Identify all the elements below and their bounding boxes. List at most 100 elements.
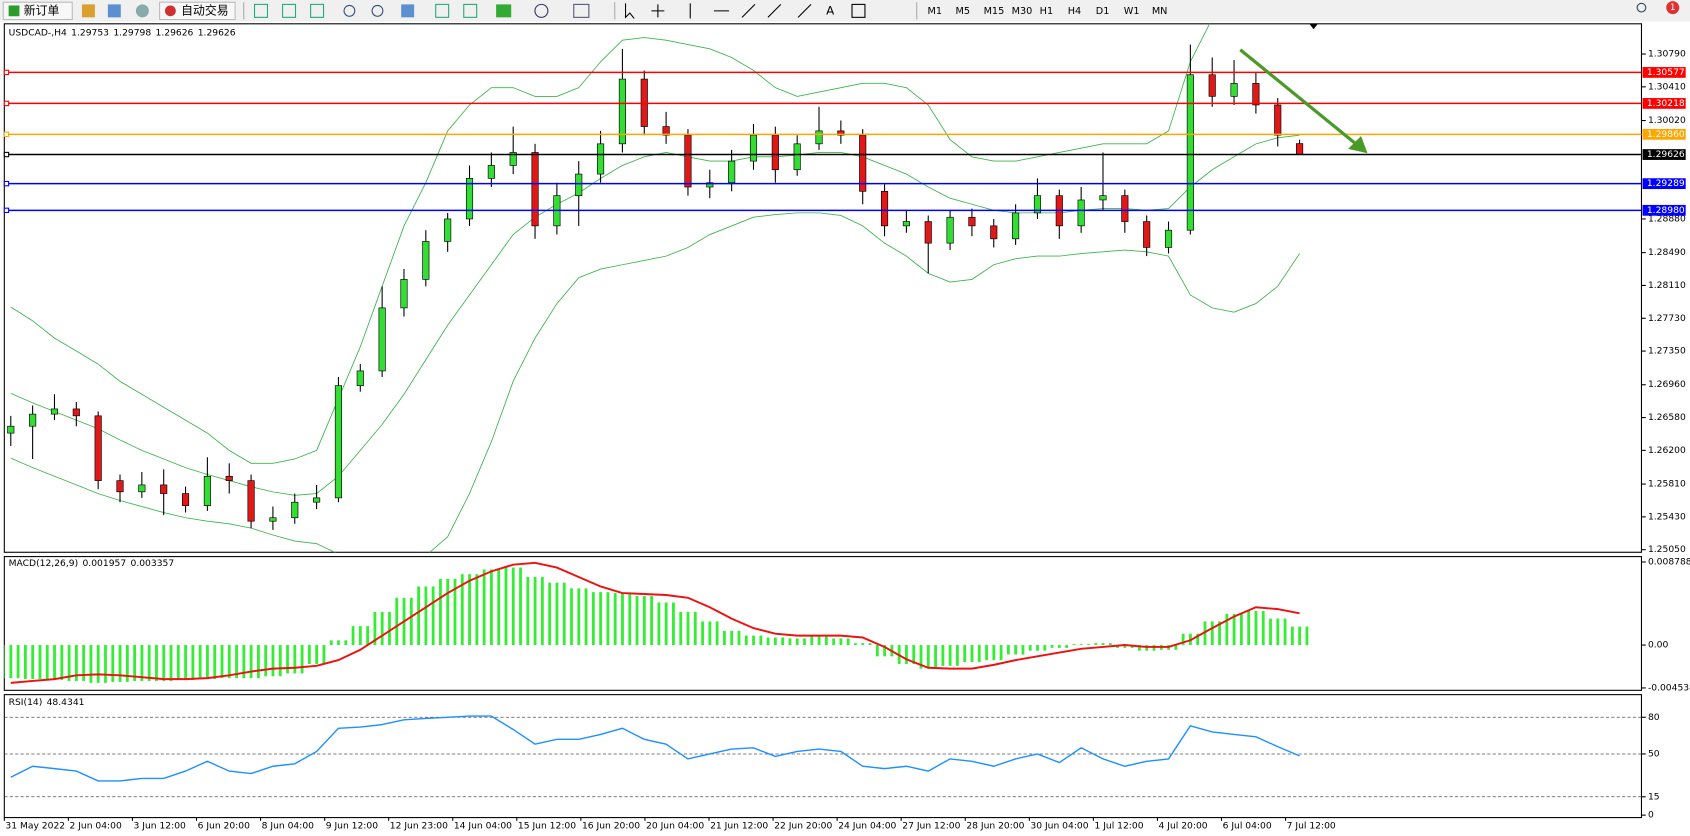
candle-body — [968, 216, 976, 227]
macd-bar — [504, 567, 508, 646]
macd-bar — [948, 645, 952, 666]
icon[interactable] — [371, 4, 384, 17]
macd-bar — [497, 569, 501, 646]
x-tick-label: 15 Jun 12:00 — [518, 821, 576, 832]
macd-bar — [155, 645, 158, 681]
price-tag-label: 1.29860 — [1647, 129, 1685, 140]
macd-bar — [9, 645, 13, 679]
notification-badge[interactable] — [1666, 1, 1680, 15]
macd-panel — [3, 556, 1643, 691]
x-tick-label: 28 Jun 20:00 — [966, 821, 1024, 832]
timeframe-button[interactable]: M30 — [1012, 6, 1033, 17]
icon[interactable] — [463, 3, 478, 18]
macd-bar — [307, 645, 311, 664]
macd-bar — [89, 645, 93, 683]
level-handle — [3, 69, 10, 76]
timeframe-button[interactable]: M15 — [984, 6, 1005, 17]
macd-bar — [664, 602, 668, 646]
macd-bar — [344, 640, 348, 646]
macd-bar — [795, 638, 799, 646]
text-tool[interactable]: A — [826, 3, 835, 17]
macd-bar — [482, 569, 486, 646]
ohlc-close: 1.29626 — [198, 27, 236, 38]
icon[interactable] — [253, 3, 269, 18]
draw-tools[interactable] — [689, 3, 812, 19]
macd-bar — [1138, 645, 1141, 651]
auto-trading-button[interactable] — [159, 1, 236, 21]
new-order-button[interactable] — [2, 1, 73, 21]
icon[interactable] — [282, 3, 297, 18]
macd-bar — [926, 645, 930, 669]
icon — [8, 5, 20, 17]
macd-bar — [1036, 645, 1039, 651]
icon[interactable] — [310, 3, 325, 18]
macd-bar — [53, 645, 56, 681]
macd-bar — [373, 611, 377, 646]
badge-count: 1 — [1670, 3, 1675, 13]
macd-bar — [533, 577, 537, 646]
auto-trading-label: 自动交易 — [181, 3, 228, 17]
cursor-tool[interactable] — [624, 3, 635, 19]
macd-bar — [213, 645, 217, 680]
search-icon[interactable] — [1636, 2, 1647, 13]
timeframe-button[interactable]: M1 — [928, 6, 943, 17]
macd-bar — [846, 638, 850, 646]
ohlc-low: 1.29626 — [156, 27, 194, 38]
candle-body — [509, 152, 517, 166]
macd-bar — [358, 626, 362, 646]
timeframe-button[interactable]: M5 — [956, 6, 971, 17]
icon[interactable] — [107, 4, 121, 18]
icon[interactable] — [573, 3, 590, 18]
x-tick-label: 8 Jun 04:00 — [262, 821, 315, 832]
level-handle — [3, 151, 10, 158]
candle-body — [1033, 195, 1042, 214]
macd-bar — [584, 588, 588, 646]
candle-body — [793, 143, 801, 171]
rsi-title: RSI(14) — [9, 697, 43, 708]
icon[interactable] — [135, 4, 149, 18]
macd-bar — [264, 645, 268, 677]
candle-body — [684, 134, 692, 188]
macd-bar — [540, 577, 544, 646]
macd-bar — [956, 645, 959, 666]
macd-bar — [4, 645, 5, 679]
macd-bar — [162, 645, 166, 681]
macd-bar — [730, 630, 734, 646]
price-tag-label: 1.28980 — [1647, 205, 1685, 216]
macd-bar — [1094, 643, 1098, 646]
macd-bar — [1269, 618, 1272, 646]
new-order-label: 新订单 — [24, 3, 60, 17]
x-tick-label: 20 Jun 04:00 — [646, 821, 704, 832]
icon[interactable] — [343, 4, 356, 17]
macd-bar — [519, 567, 522, 646]
candle-body — [1296, 143, 1304, 155]
timeframe-button[interactable]: H1 — [1040, 6, 1053, 17]
timeframe-button[interactable]: MN — [1152, 6, 1168, 17]
label-tool[interactable] — [851, 3, 866, 18]
icon[interactable] — [534, 3, 549, 18]
icon[interactable] — [496, 4, 512, 18]
macd-bar — [31, 645, 35, 680]
price-tag-label: 1.30577 — [1647, 67, 1685, 78]
icon[interactable] — [401, 4, 415, 18]
crosshair-tool[interactable] — [651, 4, 665, 18]
icon[interactable] — [435, 3, 450, 18]
price-tag — [1642, 67, 1686, 78]
candle-body — [946, 216, 954, 244]
timeframe-button[interactable]: D1 — [1096, 6, 1110, 17]
candle-body — [225, 475, 233, 481]
macd-bar — [475, 574, 479, 646]
timeframe-button[interactable]: W1 — [1124, 6, 1140, 17]
macd-bar — [1232, 613, 1236, 646]
candle-body — [662, 126, 670, 136]
macd-bar — [963, 645, 967, 663]
macd-bar — [868, 643, 872, 646]
x-tick-label: 14 Jun 04:00 — [454, 821, 512, 832]
icon[interactable] — [81, 4, 95, 18]
price-tag-label: 1.29626 — [1647, 149, 1685, 160]
macd-bar — [912, 645, 916, 664]
candle-body — [334, 385, 343, 499]
timeframe-button[interactable]: H4 — [1068, 6, 1081, 17]
macd-bar — [1247, 611, 1251, 646]
candle-body — [50, 408, 59, 415]
